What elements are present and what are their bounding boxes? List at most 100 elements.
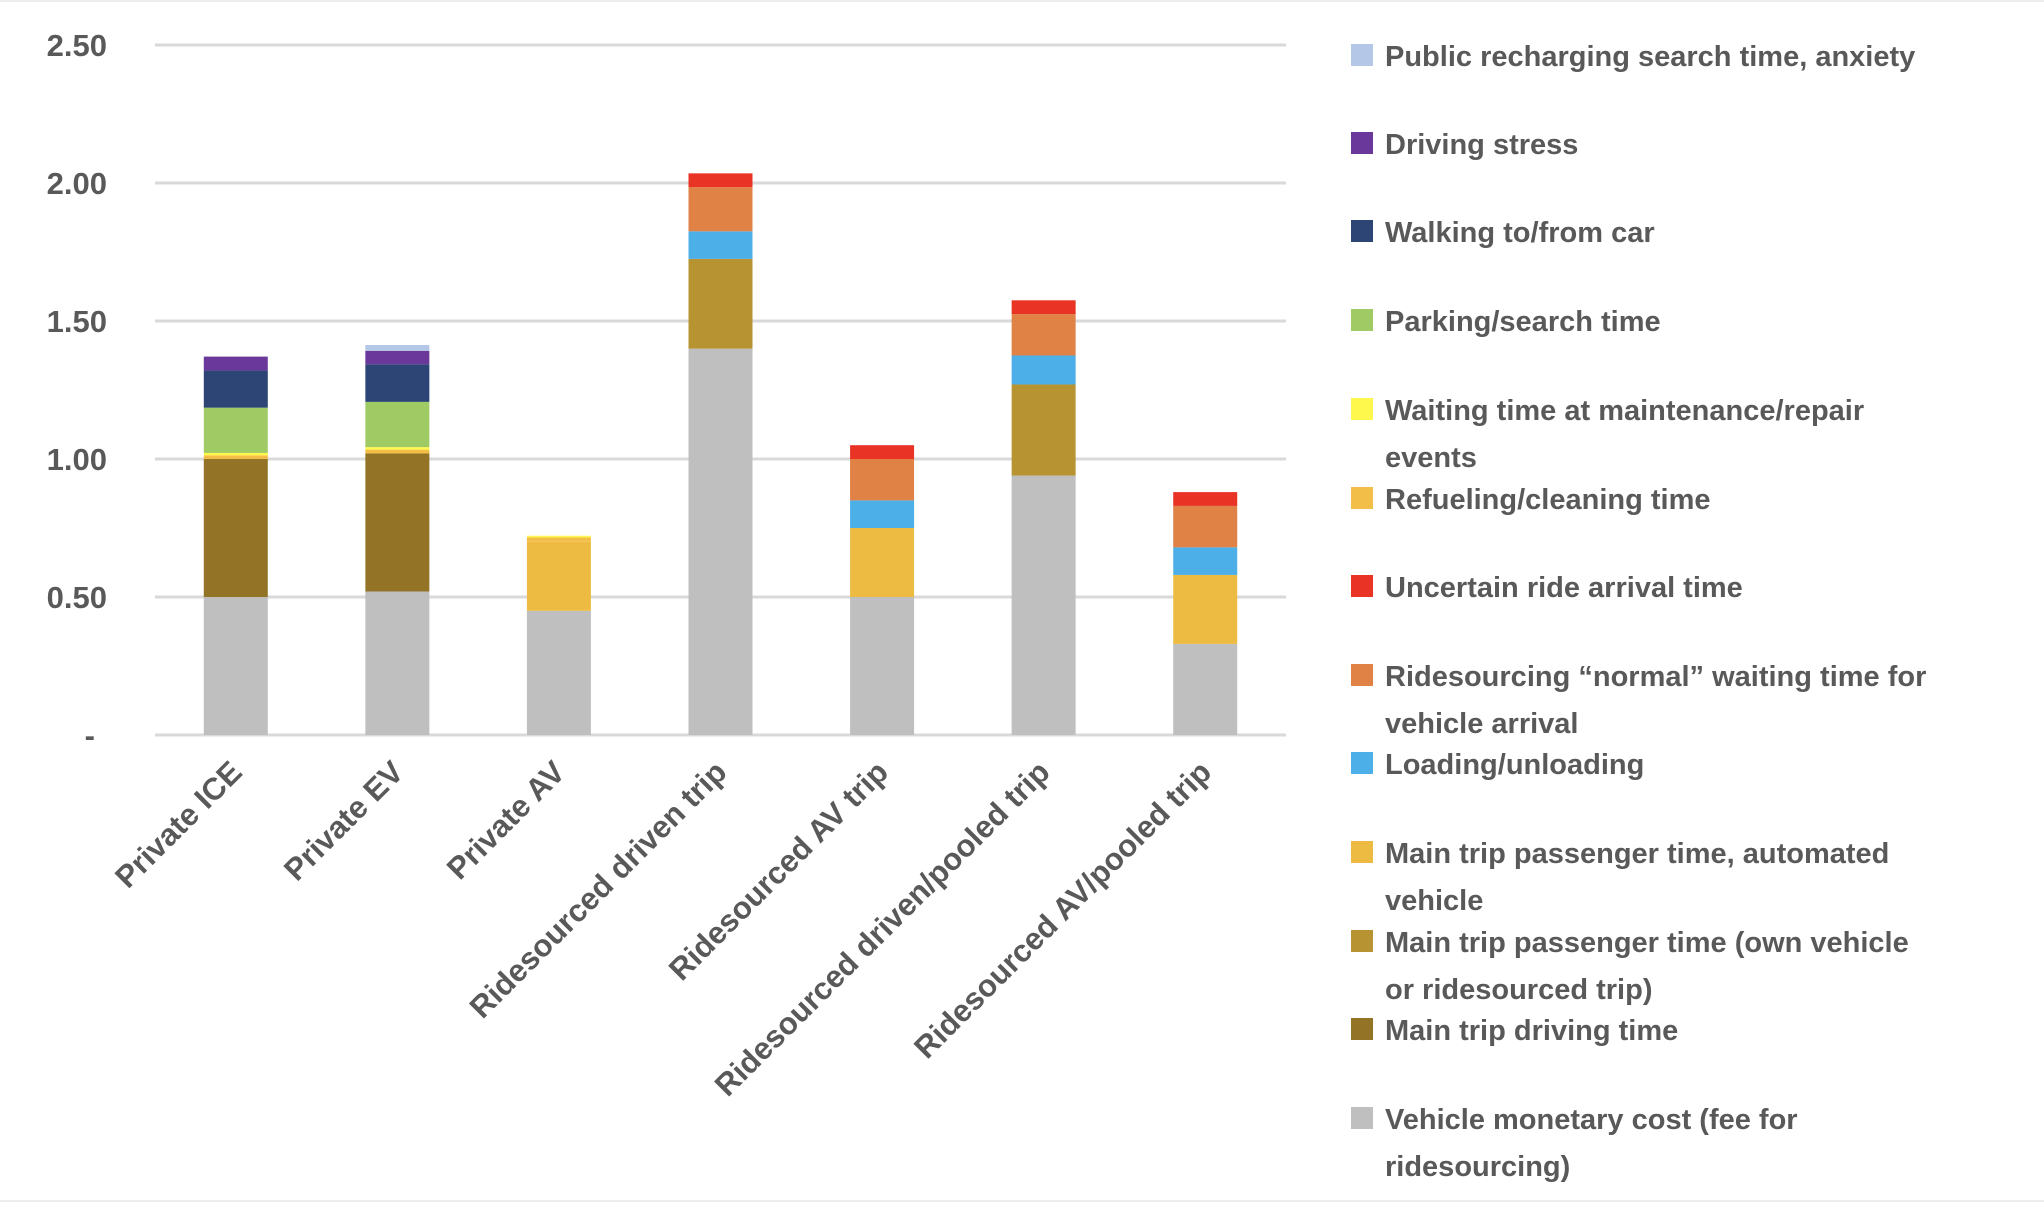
bar-segment: [688, 231, 753, 259]
legend-label: events: [1385, 442, 1477, 474]
bar-segment: [526, 541, 591, 611]
bar-stack: [1173, 492, 1238, 735]
bar-segment: [1011, 384, 1076, 476]
legend-item: Vehicle monetary cost (fee for ridesourci…: [1351, 1104, 1798, 1183]
bar-segment: [1173, 492, 1238, 506]
x-tick-label: Ridesourced driven trip: [463, 754, 734, 1025]
bar-stack: [1011, 300, 1076, 735]
bar-segment: [850, 597, 915, 735]
bar-segment: [526, 537, 591, 542]
bar-segment: [1011, 475, 1076, 735]
bar-segment: [1011, 300, 1076, 315]
bar-segment: [688, 173, 753, 188]
bar-segment: [1011, 355, 1076, 385]
legend-label: Waiting time at maintenance/repair: [1385, 395, 1864, 427]
bar-segment: [1011, 314, 1076, 356]
bar-stack: [365, 345, 430, 735]
bar-segment: [526, 610, 591, 735]
legend-item: Parking/search time: [1351, 306, 1661, 338]
legend-label: Main trip driving time: [1385, 1015, 1678, 1047]
legend-label: vehicle arrival: [1385, 708, 1578, 740]
legend-item: Driving stress: [1351, 129, 1578, 161]
legend-label: Public recharging search time, anxiety: [1385, 41, 1915, 73]
x-axis-ticks: Private ICE Private EV Private AVRidesourc…: [108, 754, 1218, 1103]
legend-item: Loading/unloading: [1351, 749, 1644, 781]
x-tick-label: Private AV: [440, 754, 572, 886]
bar-segment: [203, 597, 268, 735]
bar-segment: [203, 407, 268, 453]
legend-swatch: [1351, 44, 1373, 66]
legend-item: Main trip passenger time, automated vehic…: [1351, 838, 1889, 917]
bar-segment: [203, 452, 268, 456]
legend-swatch: [1351, 930, 1373, 952]
legend-item: Main trip driving time: [1351, 1015, 1678, 1047]
legend-swatch: [1351, 575, 1373, 597]
y-tick-label: 2.00: [47, 166, 107, 201]
bar-segment: [850, 528, 915, 597]
bar-stack: [203, 356, 268, 735]
legend-swatch: [1351, 841, 1373, 863]
legend-swatch: [1351, 487, 1373, 509]
legend-item: Ridesourcing “normal” waiting time for ve…: [1351, 661, 1926, 740]
legend-item: Waiting time at maintenance/repair events: [1351, 395, 1864, 474]
legend-label: Uncertain ride arrival time: [1385, 572, 1743, 604]
bar-segment: [203, 370, 268, 408]
legend-swatch: [1351, 752, 1373, 774]
bar-segment: [365, 453, 430, 592]
bar-segment: [365, 345, 430, 351]
legend-label: Ridesourcing “normal” waiting time for: [1385, 661, 1926, 693]
bar-segment: [365, 591, 430, 735]
legend-label: Parking/search time: [1385, 306, 1661, 338]
bar-stack: [688, 173, 753, 735]
legend-label: Driving stress: [1385, 129, 1578, 161]
x-tick-label: Private ICE: [108, 754, 249, 895]
y-tick-label: 2.50: [47, 28, 107, 63]
legend-label: vehicle: [1385, 885, 1483, 917]
legend-swatch: [1351, 1107, 1373, 1129]
y-tick-label: 1.00: [47, 442, 107, 477]
bar-segment: [688, 187, 753, 232]
legend-label: Vehicle monetary cost (fee for: [1385, 1104, 1798, 1136]
legend-item: Walking to/from car: [1351, 217, 1655, 249]
bar-segment: [1173, 574, 1238, 644]
bar-segment: [688, 258, 753, 349]
x-tick-label: Private EV: [277, 754, 410, 887]
bars: [203, 173, 1238, 735]
bar-segment: [688, 348, 753, 735]
legend-item: Uncertain ride arrival time: [1351, 572, 1743, 604]
y-axis-ticks: - 0.50 1.00 1.50 2.00 2.50: [47, 28, 107, 753]
legend-item: Public recharging search time, anxiety: [1351, 41, 1915, 73]
bar-segment: [850, 500, 915, 528]
y-tick-label: 0.50: [47, 580, 107, 615]
legend-swatch: [1351, 398, 1373, 420]
legend-label: Loading/unloading: [1385, 749, 1644, 781]
legend-label: Refueling/cleaning time: [1385, 484, 1711, 516]
y-tick-label: 1.50: [47, 304, 107, 339]
bar-segment: [850, 445, 915, 459]
legend-item: Main trip passenger time (own vehicle or …: [1351, 927, 1909, 1006]
legend-label: or ridesourced trip): [1385, 974, 1653, 1006]
bar-segment: [850, 459, 915, 501]
bar-segment: [203, 356, 268, 371]
legend-item: Refueling/cleaning time: [1351, 484, 1711, 516]
bar-segment: [1173, 547, 1238, 575]
y-tick-label: -: [85, 718, 95, 753]
legend-label: Main trip passenger time, automated: [1385, 838, 1889, 870]
legend-swatch: [1351, 1018, 1373, 1040]
bar-stack: [526, 535, 591, 735]
x-tick-label: Ridesourced driven/pooled trip: [708, 754, 1057, 1103]
legend-label: Walking to/from car: [1385, 217, 1655, 249]
bar-segment: [203, 459, 268, 597]
bar-segment: [365, 447, 430, 450]
legend-swatch: [1351, 664, 1373, 686]
legend-label: Main trip passenger time (own vehicle: [1385, 927, 1909, 959]
bar-segment: [365, 364, 430, 402]
bar-segment: [203, 455, 268, 459]
legend: Public recharging search time, anxiety Dr…: [1351, 41, 1926, 1183]
legend-swatch: [1351, 220, 1373, 242]
bar-segment: [1173, 643, 1238, 735]
bar-segment: [365, 449, 430, 454]
legend-swatch: [1351, 309, 1373, 331]
